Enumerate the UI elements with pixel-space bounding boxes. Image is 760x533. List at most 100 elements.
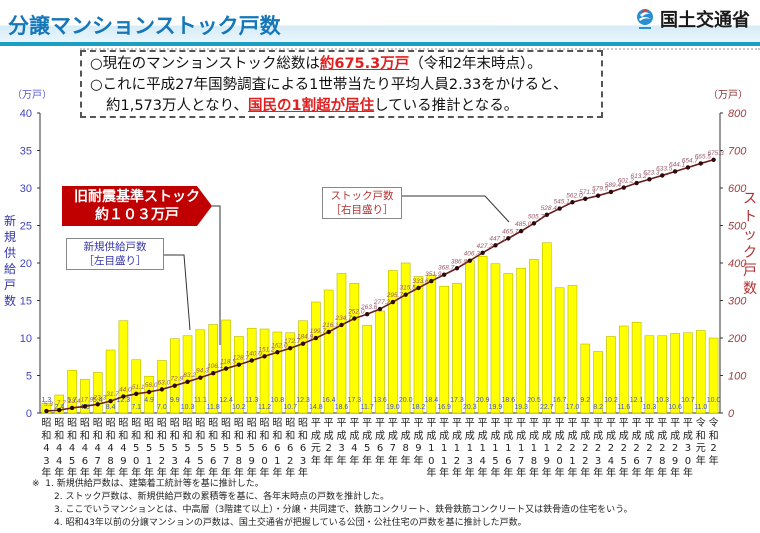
new-supply-legend: 新規供給戸数 ［左目盛り］ bbox=[66, 238, 164, 270]
left-tick-label: 35 bbox=[20, 146, 32, 158]
stock-value-label: 295.7 bbox=[386, 292, 404, 299]
supply-bar bbox=[516, 267, 526, 414]
stock-point bbox=[352, 316, 357, 321]
stock-point bbox=[698, 161, 703, 166]
supply-value-label: 7.1 bbox=[131, 404, 141, 411]
supply-bar bbox=[567, 285, 578, 414]
right-tick-label: 300 bbox=[728, 296, 747, 308]
stock-value-label: 315.5 bbox=[400, 285, 417, 292]
supply-value-label: 19.9 bbox=[489, 404, 503, 411]
summary-line-3: 約1,573万人となり、国民の1割超が居住している推計となる。 bbox=[106, 98, 519, 114]
supply-value-label: 11.3 bbox=[245, 397, 258, 404]
stock-point bbox=[44, 408, 49, 414]
supply-value-label: 10.8 bbox=[271, 397, 285, 404]
supply-bar bbox=[554, 287, 565, 414]
stock-point bbox=[326, 329, 331, 335]
supply-value-label: 16.7 bbox=[553, 397, 567, 404]
stock-point bbox=[518, 228, 524, 234]
supply-bar bbox=[593, 351, 603, 414]
stock-point bbox=[82, 404, 88, 409]
supply-value-label: 10.3 bbox=[181, 404, 195, 411]
supply-value-label: 12.3 bbox=[296, 397, 310, 404]
right-tick-label: 600 bbox=[728, 183, 747, 195]
supply-value-label: 11.1 bbox=[194, 397, 207, 404]
stock-value-label: 94.3 bbox=[196, 368, 209, 375]
footnote-2: 2. ストック戸数は、新規供給戸数の累積等を基に、各年末時点の戸数を推計した。 bbox=[54, 492, 390, 502]
supply-value-label: 5.7 bbox=[67, 397, 77, 404]
stock-point bbox=[300, 341, 306, 346]
supply-bar bbox=[477, 255, 488, 414]
stock-value-label: 162.0 bbox=[271, 342, 288, 349]
stock-point bbox=[275, 350, 280, 355]
stock-point bbox=[236, 362, 242, 367]
right-tick-label: 800 bbox=[728, 108, 747, 120]
stock-value-label: 56.0 bbox=[145, 382, 158, 389]
right-axis-unit: （万戸） bbox=[708, 90, 748, 101]
supply-value-label: 10.0 bbox=[707, 397, 721, 404]
stock-value-label: 465.7 bbox=[502, 228, 519, 235]
left-tick-label: 30 bbox=[20, 183, 32, 195]
supply-bar bbox=[670, 333, 680, 414]
supply-value-label: 10.3 bbox=[643, 404, 657, 411]
supply-bar bbox=[195, 329, 206, 414]
stock-value-label: 172.7 bbox=[284, 338, 301, 345]
stock-point bbox=[390, 299, 396, 305]
new-supply-connector bbox=[164, 254, 191, 331]
supply-value-label: 14.8 bbox=[309, 404, 323, 411]
page-title: 分譲マンションストック戸数 bbox=[8, 14, 281, 38]
stock-point bbox=[711, 157, 716, 162]
stock-point bbox=[57, 407, 62, 413]
supply-value-label: 7.0 bbox=[157, 404, 167, 411]
stock-point bbox=[403, 292, 408, 297]
stock-point bbox=[634, 180, 639, 186]
stock-value-label: 118.5 bbox=[220, 359, 236, 366]
stock-value-label: 579.5 bbox=[592, 186, 609, 193]
supply-bar bbox=[131, 359, 142, 414]
stock-point bbox=[480, 250, 485, 255]
supply-bar bbox=[606, 336, 616, 414]
supply-value-label: 17.0 bbox=[566, 404, 580, 411]
stock-point bbox=[69, 405, 75, 411]
supply-value-label: 16.4 bbox=[322, 397, 336, 404]
supply-value-label: 18.6 bbox=[501, 397, 515, 404]
footnote-3: 3. ここでいうマンションとは、中高層（3階建て以上）・分譲・共同建で、鉄筋コン… bbox=[54, 505, 633, 515]
stock-value-label: 216.1 bbox=[322, 322, 340, 329]
stock-value-label: 7.7 bbox=[57, 400, 66, 407]
supply-value-label: 10.6 bbox=[668, 404, 682, 411]
supply-value-label: 20.3 bbox=[463, 404, 477, 411]
stock-value-label: 447.1 bbox=[489, 235, 506, 242]
left-tick-label: 5 bbox=[26, 371, 32, 383]
left-axis-label: 新規供給戸数 bbox=[4, 214, 17, 308]
supply-value-label: 11.7 bbox=[361, 404, 374, 411]
stock-point bbox=[146, 389, 152, 395]
right-tick-label: 400 bbox=[728, 258, 747, 270]
supply-value-label: 11.8 bbox=[207, 404, 220, 411]
stock-point bbox=[570, 200, 575, 205]
supply-value-label: 17.3 bbox=[450, 397, 464, 404]
left-tick-label: 25 bbox=[20, 221, 32, 233]
stock-point bbox=[262, 354, 267, 359]
supply-value-label: 22.7 bbox=[540, 404, 554, 411]
ministry-logo: 国土交通省 bbox=[636, 6, 750, 32]
mlit-emblem-icon bbox=[637, 9, 653, 29]
right-axis-label: ストック戸数 bbox=[743, 191, 757, 297]
supply-bar bbox=[246, 327, 257, 414]
right-tick-label: 100 bbox=[728, 371, 747, 383]
supply-value-label: 20.0 bbox=[399, 397, 413, 404]
